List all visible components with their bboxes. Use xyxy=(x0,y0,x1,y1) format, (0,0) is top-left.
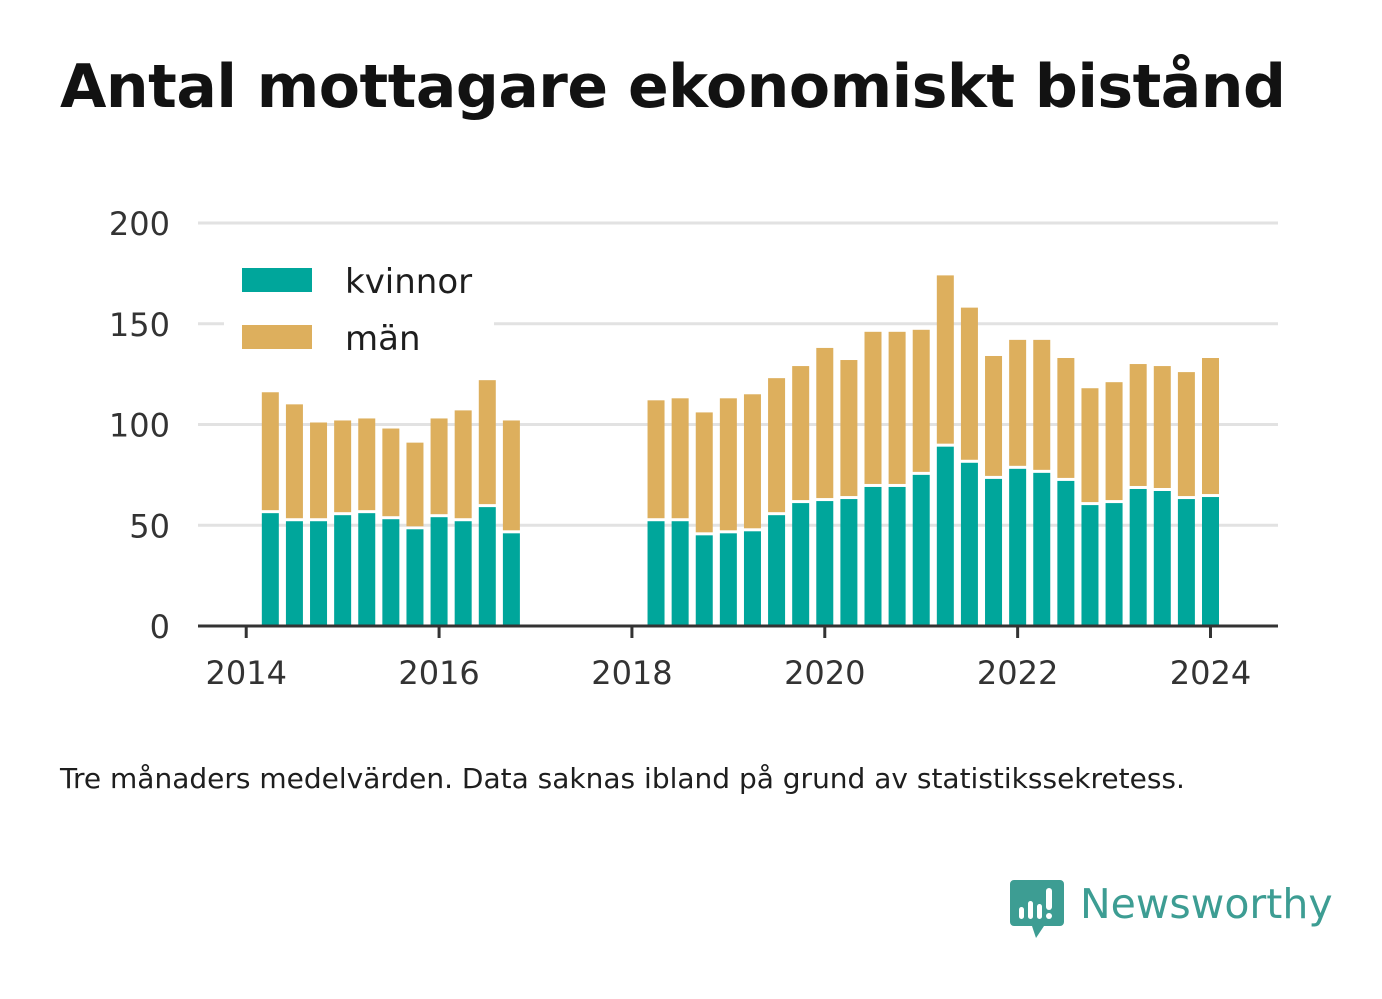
chart-footnote: Tre månaders medelvärden. Data saknas ib… xyxy=(60,762,1185,795)
bar-man xyxy=(743,394,761,529)
x-tick-label: 2014 xyxy=(205,654,286,692)
brand-name: Newsworthy xyxy=(1080,880,1333,928)
bar-kvinnor xyxy=(1105,503,1123,626)
bar-kvinnor xyxy=(454,521,472,626)
bar-man xyxy=(334,420,352,513)
bar-man xyxy=(261,392,279,511)
x-tick-label: 2022 xyxy=(977,654,1058,692)
bar-man xyxy=(502,420,520,531)
bar-kvinnor xyxy=(1081,505,1099,626)
bars xyxy=(261,275,1219,626)
bar-kvinnor xyxy=(719,533,737,626)
bar-kvinnor xyxy=(647,521,665,626)
bar-man xyxy=(310,422,328,519)
y-tick-label: 150 xyxy=(109,306,170,344)
bar-kvinnor xyxy=(816,501,834,626)
bar-man xyxy=(960,307,978,460)
bar-man xyxy=(454,410,472,519)
y-tick-label: 100 xyxy=(109,407,170,445)
bar-man xyxy=(1033,339,1051,470)
bar-kvinnor xyxy=(985,478,1003,626)
bar-man xyxy=(816,347,834,499)
bar-man xyxy=(768,378,786,513)
bar-man xyxy=(382,428,400,517)
y-tick-label: 50 xyxy=(129,507,170,545)
bar-kvinnor xyxy=(1153,490,1171,626)
x-tick-label: 2018 xyxy=(591,654,672,692)
bar-kvinnor xyxy=(936,446,954,626)
bar-kvinnor xyxy=(912,474,930,626)
bar-kvinnor xyxy=(406,529,424,626)
bar-kvinnor xyxy=(695,535,713,626)
legend-swatch-man xyxy=(242,325,312,349)
bar-man xyxy=(1177,372,1195,497)
x-tick-label: 2024 xyxy=(1170,654,1251,692)
bar-kvinnor xyxy=(768,515,786,626)
bar-kvinnor xyxy=(478,507,496,626)
bar-man xyxy=(406,442,424,527)
bar-kvinnor xyxy=(1202,497,1219,626)
bar-man xyxy=(1153,366,1171,488)
bar-kvinnor xyxy=(261,513,279,626)
bar-man xyxy=(430,418,448,515)
bar-man xyxy=(358,418,376,511)
legend-swatch-kvinnor xyxy=(242,268,312,292)
bar-man xyxy=(1009,339,1027,466)
bar-kvinnor xyxy=(1129,488,1147,626)
bar-man xyxy=(888,331,906,484)
newsworthy-bar-chart-logo-icon xyxy=(1010,880,1064,938)
bar-man xyxy=(647,400,665,519)
bar-kvinnor xyxy=(285,521,303,626)
bar-man xyxy=(1057,358,1075,478)
newsworthy-logo[interactable]: Newsworthy xyxy=(1010,878,1333,942)
bar-kvinnor xyxy=(671,521,689,626)
legend-label: män xyxy=(345,319,421,359)
bar-man xyxy=(285,404,303,519)
bar-kvinnor xyxy=(888,486,906,626)
bar-man xyxy=(840,360,858,497)
bar-man xyxy=(671,398,689,519)
bar-kvinnor xyxy=(1009,468,1027,626)
bar-kvinnor xyxy=(1033,472,1051,626)
bar-kvinnor xyxy=(864,486,882,626)
bar-man xyxy=(1081,388,1099,503)
bar-man xyxy=(719,398,737,531)
bar-kvinnor xyxy=(960,462,978,626)
bar-man xyxy=(792,366,810,501)
bar-man xyxy=(912,329,930,472)
bar-kvinnor xyxy=(1057,480,1075,626)
bar-kvinnor xyxy=(430,517,448,626)
bar-kvinnor xyxy=(502,533,520,626)
x-tick-label: 2016 xyxy=(398,654,479,692)
bar-kvinnor xyxy=(743,531,761,626)
bar-kvinnor xyxy=(840,499,858,626)
bar-kvinnor xyxy=(334,515,352,626)
bar-man xyxy=(1129,364,1147,486)
chart-title: Antal mottagare ekonomiskt bistånd xyxy=(60,52,1286,122)
stacked-bar-chart: 0 50 100 150 200 2014 2016 2018 2020 2022 2024 kvi… xyxy=(109,205,1278,692)
legend-label: kvinnor xyxy=(345,262,472,302)
bar-kvinnor xyxy=(1177,499,1195,626)
y-tick-label: 0 xyxy=(150,608,170,646)
x-tick-label: 2020 xyxy=(784,654,865,692)
bar-kvinnor xyxy=(310,521,328,626)
bar-man xyxy=(864,331,882,484)
bar-man xyxy=(936,275,954,444)
bar-man xyxy=(1105,382,1123,501)
bar-kvinnor xyxy=(382,519,400,626)
bar-kvinnor xyxy=(792,503,810,626)
legend: kvinnor män xyxy=(224,254,494,366)
bar-man xyxy=(985,355,1003,476)
bar-man xyxy=(695,412,713,533)
bar-kvinnor xyxy=(358,513,376,626)
bar-man xyxy=(1202,358,1219,495)
axes: 0 50 100 150 200 2014 2016 2018 2020 2022 2024 xyxy=(109,205,1278,692)
y-tick-label: 200 xyxy=(109,205,170,243)
bar-man xyxy=(478,380,496,505)
